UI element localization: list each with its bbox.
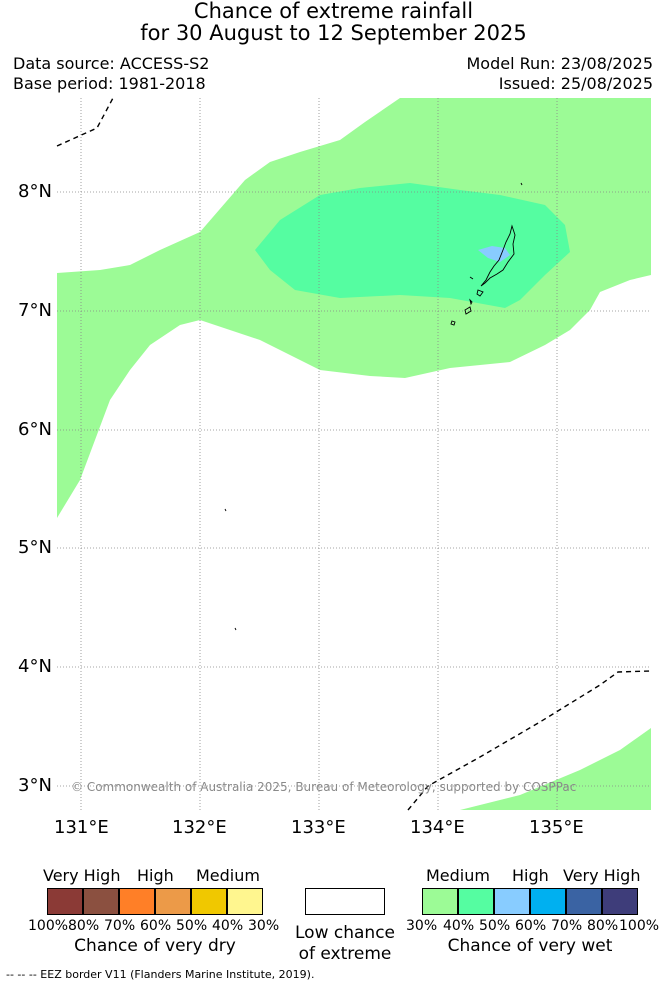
wet-pct-60: 60% bbox=[515, 918, 547, 934]
wet-level-very-high: Very High bbox=[563, 866, 641, 885]
model-run-label: Model Run: 23/08/2025 bbox=[466, 54, 654, 73]
wet-swatch-70-80 bbox=[566, 888, 602, 915]
wet-pct-30: 30% bbox=[406, 918, 438, 934]
dry-swatch-50-40 bbox=[191, 888, 227, 915]
dry-pct-40: 40% bbox=[212, 918, 244, 934]
low-chance-caption-line1: Low chance bbox=[295, 923, 395, 943]
eez-border bbox=[56, 97, 652, 811]
dry-level-high: High bbox=[137, 866, 174, 885]
map-title-line2: for 30 August to 12 September 2025 bbox=[140, 21, 527, 45]
dry-swatch-40-30 bbox=[227, 888, 263, 915]
lat-label-5n: 5°N bbox=[18, 537, 52, 558]
medium-wet-region-south bbox=[460, 728, 651, 810]
eez-border-note: -- -- -- EEZ border V11 (Flanders Marine… bbox=[6, 968, 315, 981]
low-chance-caption-line2: of extreme bbox=[298, 944, 392, 964]
lat-label-3n: 3°N bbox=[18, 775, 52, 796]
dry-swatch-60-50 bbox=[155, 888, 191, 915]
dry-pct-30: 30% bbox=[248, 918, 280, 934]
high-wet-region bbox=[255, 183, 570, 308]
wet-pct-70: 70% bbox=[551, 918, 583, 934]
wet-swatch-40-50 bbox=[458, 888, 494, 915]
very-high-wet-patch bbox=[478, 246, 510, 262]
lon-label-135e: 135°E bbox=[529, 817, 584, 838]
dry-level-medium: Medium bbox=[196, 866, 260, 885]
wet-swatch-60-70 bbox=[530, 888, 566, 915]
dry-level-very-high: Very High bbox=[43, 866, 121, 885]
issued-label: Issued: 25/08/2025 bbox=[498, 74, 653, 93]
wet-pct-100: 100% bbox=[619, 918, 660, 934]
dry-pct-60: 60% bbox=[140, 918, 172, 934]
low-chance-swatch bbox=[305, 888, 385, 915]
lat-label-7n: 7°N bbox=[18, 300, 52, 321]
data-source-label: Data source: ACCESS-S2 bbox=[13, 54, 210, 73]
lat-label-4n: 4°N bbox=[18, 656, 52, 677]
lon-label-131e: 131°E bbox=[54, 817, 109, 838]
wet-legend-caption: Chance of very wet bbox=[447, 936, 613, 956]
wet-swatch-80-100 bbox=[602, 888, 638, 915]
map-title-line1: Chance of extreme rainfall bbox=[193, 0, 474, 23]
wet-pct-80: 80% bbox=[587, 918, 619, 934]
dry-pct-70: 70% bbox=[104, 918, 136, 934]
graticule bbox=[57, 98, 651, 810]
lon-label-132e: 132°E bbox=[172, 817, 227, 838]
wet-level-high: High bbox=[512, 866, 549, 885]
dry-pct-50: 50% bbox=[176, 918, 208, 934]
lat-label-8n: 8°N bbox=[18, 181, 52, 202]
dry-swatch-80-70 bbox=[83, 888, 119, 915]
dry-legend-caption: Chance of very dry bbox=[74, 936, 236, 956]
dry-pct-100: 100% bbox=[28, 918, 69, 934]
wet-pct-50: 50% bbox=[479, 918, 511, 934]
wet-level-medium: Medium bbox=[426, 866, 490, 885]
lon-label-134e: 134°E bbox=[410, 817, 465, 838]
dry-pct-80: 80% bbox=[68, 918, 100, 934]
medium-wet-region-north bbox=[57, 98, 651, 518]
dry-swatch-70-60 bbox=[119, 888, 155, 915]
wet-pct-40: 40% bbox=[443, 918, 475, 934]
wet-swatch-30-40 bbox=[422, 888, 458, 915]
palau-islands bbox=[224, 182, 523, 631]
wet-swatch-50-60 bbox=[494, 888, 530, 915]
dry-swatch-100-80 bbox=[47, 888, 83, 915]
copyright-notice: © Commonwealth of Australia 2025, Bureau… bbox=[71, 780, 577, 794]
lon-label-133e: 133°E bbox=[291, 817, 346, 838]
base-period-label: Base period: 1981-2018 bbox=[13, 74, 206, 93]
lat-label-6n: 6°N bbox=[18, 419, 52, 440]
